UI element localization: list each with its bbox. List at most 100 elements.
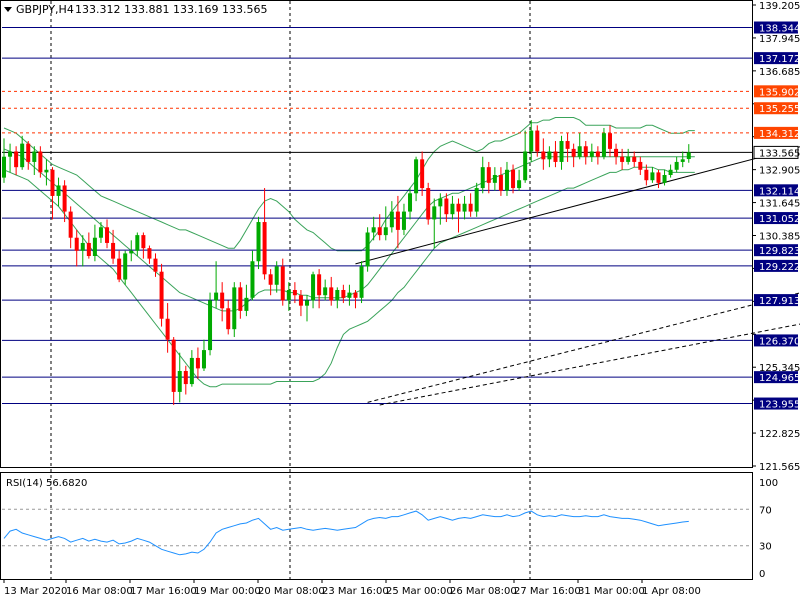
level-tag-text: 138.344 <box>759 24 800 35</box>
candle-bullish <box>523 151 528 181</box>
candle-bullish <box>92 237 97 257</box>
candle-bullish <box>305 300 309 306</box>
candle-bullish <box>32 151 37 162</box>
trendline-3 <box>379 323 800 406</box>
level-tag-124.965 <box>754 371 798 384</box>
candle-bearish <box>147 248 152 259</box>
candle-bullish <box>365 232 370 267</box>
candle-bearish <box>486 167 491 183</box>
candle-bullish <box>529 130 534 152</box>
candle-bearish <box>608 133 612 149</box>
level-tag-text: 135.255 <box>759 104 800 115</box>
level-tag-text: 135.902 <box>759 87 800 98</box>
candle-bullish <box>135 235 140 251</box>
rsi-tick-label: 30 <box>759 542 772 553</box>
bollinger-upper-line <box>3 117 695 252</box>
level-tag-text: 126.370 <box>759 336 800 347</box>
candle-bearish <box>141 235 146 249</box>
x-tick-label: 16 Mar 08:00 <box>66 586 133 597</box>
candle-bearish <box>353 292 358 298</box>
level-tag-135.255 <box>754 102 798 115</box>
candle-bearish <box>620 156 625 162</box>
level-tag-135.902 <box>754 85 798 98</box>
level-tag-126.370 <box>754 334 798 347</box>
rsi-tick-label: 100 <box>759 478 778 489</box>
candle-bullish <box>680 159 685 162</box>
candle-bullish <box>626 156 631 162</box>
candle-bearish <box>38 151 43 173</box>
candle-bullish <box>250 261 255 298</box>
candle-bearish <box>14 151 19 168</box>
trendline-1 <box>355 146 800 265</box>
candle-bearish <box>153 258 158 272</box>
candle-bearish <box>117 258 122 280</box>
candle-bearish <box>26 143 31 162</box>
level-tag-127.913 <box>754 294 798 307</box>
candle-bearish <box>262 222 267 275</box>
candle-bearish <box>444 198 449 215</box>
level-tag-137.172 <box>754 52 798 65</box>
x-tick-label: 19 Mar 00:00 <box>194 586 261 597</box>
candle-bullish <box>256 222 261 262</box>
level-tag-text: 124.965 <box>759 373 800 384</box>
candle-bullish <box>123 253 128 280</box>
candle-bearish <box>68 211 73 238</box>
candle-bearish <box>268 274 273 285</box>
x-tick-label: 17 Mar 16:00 <box>130 586 197 597</box>
candle-bullish <box>389 211 394 228</box>
y-tick-label: 130.385 <box>759 232 800 243</box>
candle-bullish <box>347 292 352 298</box>
symbol-timeframe-label: GBPJPY,H4 <box>16 3 74 16</box>
level-tag-123.955 <box>754 397 798 410</box>
rsi-tick-label: 70 <box>759 505 772 516</box>
x-tick-label: 25 Mar 00:00 <box>386 586 453 597</box>
horizontal-levels <box>2 27 752 405</box>
candle-bullish <box>20 143 25 168</box>
candle-bearish <box>111 242 116 259</box>
candle-bullish <box>371 227 376 233</box>
x-tick-label: 23 Mar 16:00 <box>322 586 389 597</box>
candle-bearish <box>280 266 285 301</box>
price-panel-frame <box>0 0 753 468</box>
level-tag-133.565 <box>753 145 799 159</box>
level-tag-text: 133.565 <box>759 148 800 159</box>
candle-bullish <box>244 297 249 311</box>
candle-bullish <box>438 198 443 207</box>
chart-menu-triangle-icon[interactable] <box>4 7 12 12</box>
rsi-line <box>3 510 689 556</box>
candle-bullish <box>674 161 679 170</box>
candle-bearish <box>420 159 425 189</box>
candle-bearish <box>159 271 164 319</box>
candle-bearish <box>317 274 322 296</box>
candle-bullish <box>335 289 340 301</box>
candle-bullish <box>504 169 509 191</box>
candle-bearish <box>511 169 516 189</box>
candle-bullish <box>208 300 213 351</box>
price-level-tags: 138.344 137.172 135.902 135.255 134.312 133.5… <box>753 21 800 411</box>
candle-bearish <box>456 203 461 212</box>
candle-bearish <box>583 146 588 157</box>
candle-bearish <box>292 289 297 296</box>
candle-bearish <box>638 161 643 170</box>
candle-bullish <box>662 175 667 183</box>
level-tag-text: 134.312 <box>759 129 800 140</box>
candle-bullish <box>44 169 49 173</box>
candle-bearish <box>62 185 67 212</box>
candle-bullish <box>311 274 316 301</box>
level-tag-text: 127.913 <box>759 296 800 307</box>
y-tick-label: 131.645 <box>759 199 800 210</box>
candle-bearish <box>341 289 346 298</box>
candle-bearish <box>329 287 334 301</box>
candle-bearish <box>105 227 110 243</box>
candle-bearish <box>50 169 55 196</box>
level-tag-129.222 <box>754 259 798 272</box>
candle-bullish <box>668 169 673 176</box>
y-tick-label: 125.345 <box>759 363 800 374</box>
candle-bullish <box>480 167 485 189</box>
level-tag-text: 129.222 <box>759 262 800 273</box>
candle-bullish <box>408 193 413 212</box>
x-tick-label: 20 Mar 08:00 <box>258 586 325 597</box>
candle-bullish <box>492 175 497 183</box>
candle-bearish <box>632 156 637 162</box>
